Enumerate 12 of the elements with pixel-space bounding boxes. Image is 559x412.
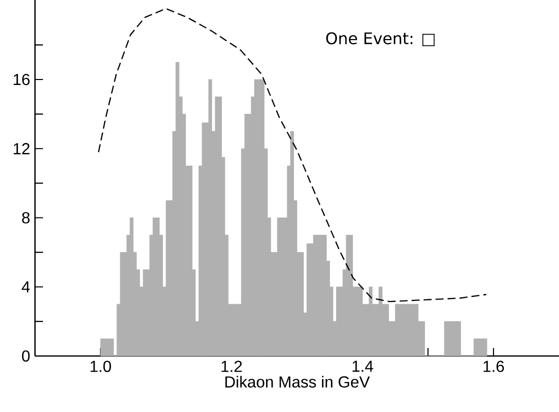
y-tick-label: 16 [14,74,30,86]
y-tick-label: 4 [22,281,30,292]
x-tick-label: 1.4 [352,360,374,372]
x-tick-label: 1.2 [222,360,242,372]
y-tick-label: 8 [22,212,30,224]
y-tick-label: 12 [14,143,30,154]
x-tick-label: 1.0 [90,360,112,372]
annotation: One Event: □ [326,32,435,46]
y-tick-label: 0 [22,350,30,362]
x-axis-title: Dikaon Mass in GeV [225,376,370,388]
x-tick-label: 1.6 [484,360,504,372]
line-series [98,8,487,302]
